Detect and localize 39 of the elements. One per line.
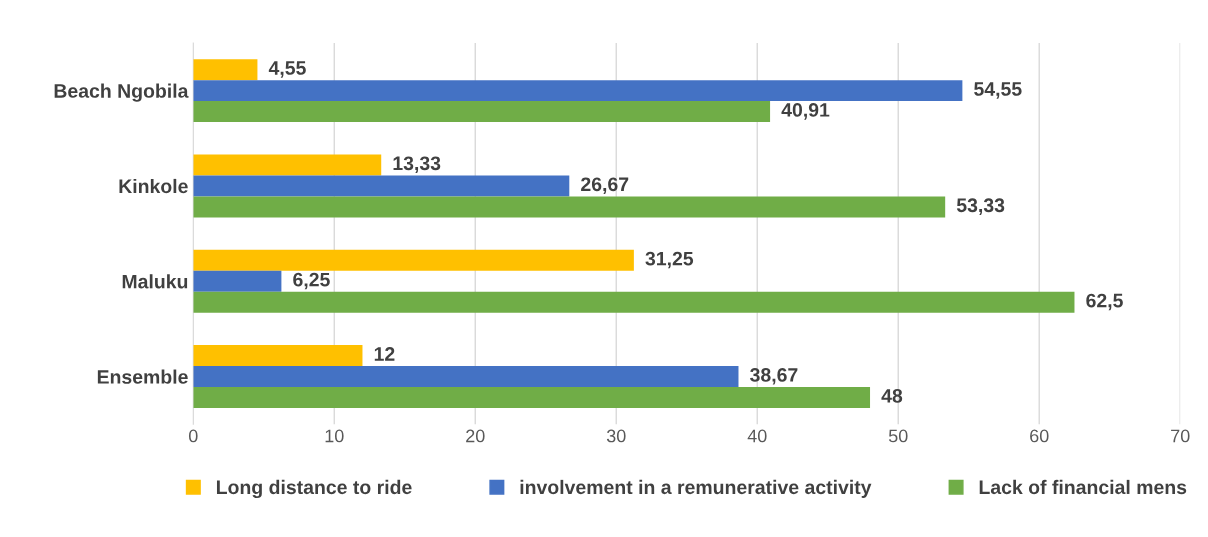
- x-tick-label: 10: [325, 429, 344, 443]
- data-label: 31,25: [645, 251, 694, 269]
- y-tick-label: Beach Ngobila: [54, 83, 189, 102]
- legend-label: involvement in a remunerative activity: [520, 479, 872, 498]
- data-label: 40,91: [781, 103, 830, 120]
- data-label: 12: [374, 347, 395, 361]
- data-label: 38,67: [750, 368, 798, 385]
- data-label: 26,67: [581, 177, 629, 194]
- bar: [193, 80, 963, 102]
- data-label: 53,33: [956, 198, 1005, 215]
- data-label: 54,55: [974, 82, 1022, 99]
- data-label: 62,5: [1086, 293, 1123, 311]
- bar: [193, 387, 871, 409]
- x-tick-label: 60: [1030, 429, 1049, 443]
- x-tick-label: 20: [466, 429, 485, 443]
- y-tick-label: Ensemble: [97, 369, 188, 384]
- data-label: 6,25: [293, 272, 330, 290]
- bar: [193, 291, 1075, 313]
- legend-label: Lack of financial mens: [979, 479, 1187, 495]
- x-tick-label: 30: [606, 429, 626, 443]
- bar: [193, 270, 282, 292]
- bar: [193, 101, 771, 123]
- bar: [193, 345, 363, 367]
- x-tick-label: 50: [888, 429, 908, 443]
- y-tick-label: Maluku: [122, 274, 188, 289]
- legend-label: Long distance to ride: [216, 479, 412, 499]
- bar: [193, 59, 258, 81]
- data-label: 13,33: [393, 156, 441, 174]
- bar: [193, 175, 570, 197]
- x-tick-label: 40: [747, 429, 767, 443]
- y-tick-label: Kinkole: [119, 178, 188, 194]
- x-tick-label: 70: [1171, 429, 1190, 443]
- bar: [193, 366, 739, 388]
- bar: [193, 196, 946, 218]
- x-tick-label: 0: [188, 429, 198, 443]
- bar: [193, 249, 634, 271]
- data-label: 4,55: [268, 61, 306, 78]
- data-label: 48: [881, 388, 903, 403]
- bar: [193, 154, 382, 176]
